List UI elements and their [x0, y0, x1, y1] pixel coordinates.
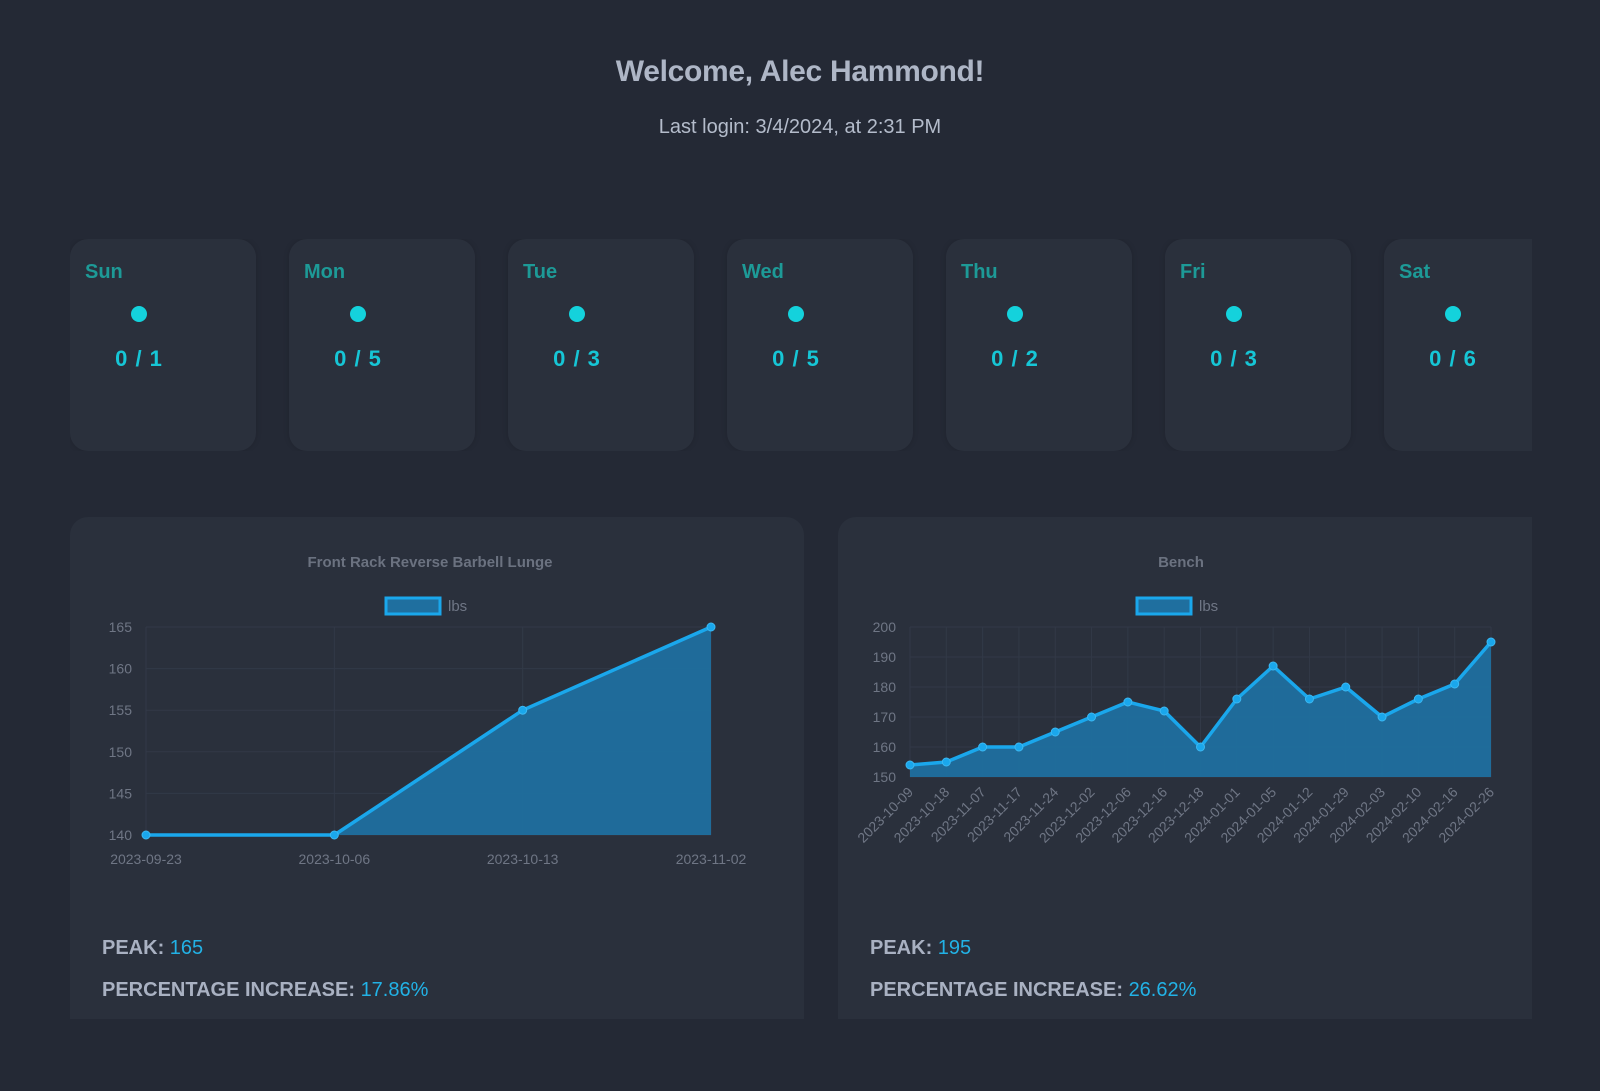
data-point[interactable] [1050, 727, 1060, 737]
percentage-increase-stat: PERCENTAGE INCREASE: 17.86% [102, 979, 428, 1002]
status-dot-icon [131, 306, 147, 322]
day-label: Thu [961, 261, 998, 283]
percentage-increase-value: 17.86% [360, 979, 429, 1001]
data-point[interactable] [1413, 694, 1423, 704]
peak-label: PEAK: [102, 937, 165, 959]
y-tick-label: 170 [873, 709, 897, 725]
x-tick-label: 2023-10-06 [299, 851, 371, 867]
status-dot-icon [1007, 306, 1023, 322]
day-card-wed[interactable]: Wed 0 / 5 [727, 239, 913, 451]
data-point[interactable] [905, 760, 915, 770]
data-point[interactable] [1268, 661, 1278, 671]
data-point[interactable] [1123, 697, 1133, 707]
day-label: Wed [742, 261, 784, 283]
y-tick-label: 160 [109, 661, 133, 677]
day-card-sat[interactable]: Sat 0 / 6 [1384, 239, 1532, 451]
status-dot-icon [1445, 306, 1461, 322]
area-fill [146, 627, 711, 835]
chart-panel-bench: Bench lbs 150 160 170 180 190 200 2023-10-09 2023… [838, 517, 1532, 1019]
day-label: Sun [85, 261, 123, 283]
data-point[interactable] [1087, 712, 1097, 722]
data-point[interactable] [1341, 682, 1351, 692]
y-tick-label: 180 [873, 679, 897, 695]
bench-progress-chart: Benchlbs1501601701801902002023-10-092023… [854, 554, 1497, 846]
day-card-mon[interactable]: Mon 0 / 5 [289, 239, 475, 451]
data-point[interactable] [518, 705, 528, 715]
status-dot-icon [350, 306, 366, 322]
data-point[interactable] [1486, 637, 1496, 647]
x-tick-label: 2023-09-23 [110, 851, 182, 867]
legend-swatch-icon [384, 596, 442, 616]
day-card-fri[interactable]: Fri 0 / 3 [1165, 239, 1351, 451]
y-tick-label: 155 [109, 702, 133, 718]
y-tick-label: 160 [873, 739, 897, 755]
chart-title: Bench [1158, 554, 1204, 571]
workout-count: 0 / 2 [991, 346, 1039, 371]
chart-legend[interactable]: lbs [1135, 596, 1218, 616]
status-dot-icon [788, 306, 804, 322]
workout-count: 0 / 1 [115, 346, 163, 371]
y-tick-label: 165 [109, 619, 133, 635]
data-point[interactable] [1014, 742, 1024, 752]
data-point[interactable] [706, 622, 716, 632]
status-dot-icon [569, 306, 585, 322]
lunge-progress-chart: Front Rack Reverse Barbell Lunge lbs 140 14… [109, 554, 747, 867]
weekly-schedule: Sun 0 / 1 Mon 0 / 5 Tue 0 / 3 Wed 0 / 5 Thu 0 / 2… [70, 239, 1532, 451]
y-tick-label: 145 [109, 785, 133, 801]
bench-stats: PEAK: 195 PERCENTAGE INCREASE: 26.62% [870, 937, 1196, 1019]
y-tick-label: 150 [109, 744, 133, 760]
y-tick-label: 150 [873, 769, 897, 785]
percentage-increase-label: PERCENTAGE INCREASE: [102, 979, 355, 1001]
welcome-title: Welcome, Alec Hammond! [615, 55, 985, 88]
data-point[interactable] [329, 830, 339, 840]
data-line [146, 625, 712, 837]
data-point[interactable] [1450, 679, 1460, 689]
data-point[interactable] [141, 830, 151, 840]
workout-count: 0 / 5 [772, 346, 820, 371]
day-card-tue[interactable]: Tue 0 / 3 [508, 239, 694, 451]
legend-label: lbs [448, 598, 467, 615]
legend-label: lbs [1199, 598, 1218, 615]
percentage-increase-value: 26.62% [1128, 979, 1197, 1001]
day-card-thu[interactable]: Thu 0 / 2 [946, 239, 1132, 451]
legend-swatch-icon [1135, 596, 1193, 616]
data-point[interactable] [1196, 742, 1205, 752]
y-tick-label: 190 [873, 649, 897, 665]
x-tick-label: 2023-10-13 [487, 851, 559, 867]
day-label: Mon [304, 261, 346, 283]
chart-legend[interactable]: lbs [384, 596, 467, 616]
percentage-increase-label: PERCENTAGE INCREASE: [870, 979, 1123, 1001]
chart-panel-lunge: Front Rack Reverse Barbell Lunge lbs 140 14… [70, 517, 804, 1019]
peak-value: 195 [937, 937, 972, 959]
y-tick-label: 200 [873, 619, 897, 635]
day-label: Tue [523, 261, 558, 283]
workout-count: 0 / 3 [1210, 346, 1258, 371]
peak-label: PEAK: [870, 937, 933, 959]
area-fill [910, 642, 1491, 777]
data-point[interactable] [941, 757, 951, 767]
data-point[interactable] [1377, 712, 1387, 722]
peak-stat: PEAK: 165 [102, 937, 428, 960]
day-card-sun[interactable]: Sun 0 / 1 [70, 239, 256, 451]
data-point[interactable] [1232, 694, 1242, 704]
data-point[interactable] [978, 742, 988, 752]
day-label: Fri [1180, 261, 1206, 283]
peak-stat: PEAK: 195 [870, 937, 1196, 960]
status-dot-icon [1226, 306, 1242, 322]
x-tick-label: 2023-11-02 [676, 851, 747, 867]
workout-count: 0 / 3 [553, 346, 601, 371]
data-point[interactable] [1304, 694, 1314, 704]
data-point[interactable] [1159, 706, 1169, 716]
lunge-stats: PEAK: 165 PERCENTAGE INCREASE: 17.86% [102, 937, 428, 1019]
peak-value: 165 [169, 937, 204, 959]
workout-count: 0 / 5 [334, 346, 382, 371]
percentage-increase-stat: PERCENTAGE INCREASE: 26.62% [870, 979, 1196, 1002]
chart-title: Front Rack Reverse Barbell Lunge [307, 554, 552, 571]
workout-count: 0 / 6 [1429, 346, 1477, 371]
day-label: Sat [1399, 261, 1431, 283]
last-login-text: Last login: 3/4/2024, at 2:31 PM [658, 116, 942, 138]
y-tick-label: 140 [109, 827, 133, 843]
